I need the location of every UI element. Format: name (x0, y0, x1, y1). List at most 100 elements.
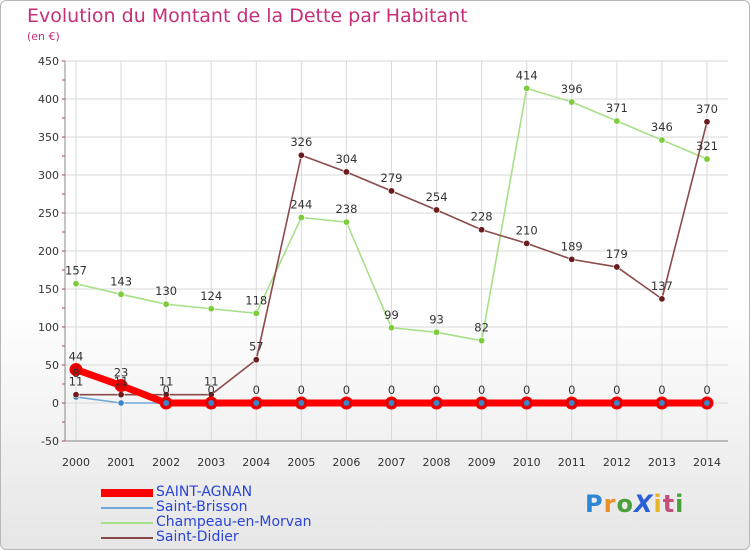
data-label: 11 (114, 375, 129, 389)
data-label: 0 (613, 383, 620, 397)
data-label: 143 (110, 274, 132, 288)
data-label: 179 (606, 247, 628, 261)
data-label: 57 (249, 340, 264, 354)
data-label: 118 (245, 293, 267, 307)
data-point (387, 187, 395, 195)
data-label: 238 (335, 202, 357, 216)
data-point (523, 239, 531, 247)
x-tick-label: 2010 (513, 456, 541, 469)
y-tick-label: 150 (38, 283, 59, 296)
y-tick-label: 200 (38, 245, 59, 258)
data-label: 124 (200, 289, 222, 303)
data-label: 279 (381, 171, 403, 185)
x-tick-label: 2000 (62, 456, 90, 469)
data-label: 0 (478, 383, 485, 397)
data-point-inner (613, 400, 620, 406)
data-point-inner (658, 400, 665, 406)
data-point (72, 391, 80, 399)
data-point (568, 98, 576, 106)
legend-swatch-saint-didier (101, 537, 153, 539)
data-point (342, 168, 350, 176)
chart-title: Evolution du Montant de la Dette par Hab… (27, 5, 468, 27)
data-label: 0 (433, 383, 440, 397)
x-tick-label: 2009 (468, 456, 496, 469)
data-label: 93 (429, 312, 444, 326)
data-point (433, 206, 441, 214)
data-label: 244 (290, 198, 312, 212)
data-label: 0 (568, 383, 575, 397)
data-label: 371 (606, 101, 628, 115)
data-label: 254 (426, 190, 448, 204)
data-point-inner (208, 400, 215, 406)
x-tick-label: 2002 (152, 456, 180, 469)
data-point (207, 305, 215, 313)
data-point-inner (523, 400, 530, 406)
data-label: 23 (114, 366, 129, 380)
x-tick-label: 2001 (107, 456, 135, 469)
data-label: 0 (703, 383, 710, 397)
data-label: 99 (384, 308, 399, 322)
data-point (658, 295, 666, 303)
data-point-inner (388, 400, 395, 406)
data-point (117, 391, 125, 399)
data-label: 0 (298, 383, 305, 397)
legend-swatch-saint-agnan (101, 489, 153, 497)
y-tick-label: 250 (38, 207, 59, 220)
data-point-inner (568, 400, 575, 406)
data-point (613, 263, 621, 271)
chart-subtitle: (en €) (27, 30, 60, 43)
data-label: 396 (561, 82, 583, 96)
data-label: 189 (561, 239, 583, 253)
data-point (568, 255, 576, 263)
x-tick-label: 2013 (648, 456, 676, 469)
proxiti-logo: ProXiti (585, 490, 685, 518)
y-tick-label: 450 (38, 55, 59, 68)
data-label: 414 (516, 68, 538, 82)
data-point (658, 136, 666, 144)
data-label: 0 (388, 383, 395, 397)
data-label: 44 (69, 350, 84, 364)
data-point (252, 309, 260, 317)
data-point (523, 84, 531, 92)
data-label: 228 (471, 210, 493, 224)
data-point-inner (253, 400, 260, 406)
y-tick-label: 400 (38, 93, 59, 106)
data-point (117, 399, 125, 407)
data-label: 326 (290, 135, 312, 149)
y-tick-label: 50 (45, 359, 59, 372)
y-tick-label: 100 (38, 321, 59, 334)
data-point (297, 151, 305, 159)
data-label: 0 (208, 383, 215, 397)
data-label: 370 (696, 102, 718, 116)
legend-label: SAINT-AGNAN (156, 484, 253, 500)
data-point (342, 218, 350, 226)
legend-label: Saint-Didier (156, 529, 239, 545)
x-tick-label: 2007 (377, 456, 405, 469)
data-label: 304 (335, 152, 357, 166)
data-label: 0 (658, 383, 665, 397)
data-label: 11 (159, 375, 174, 389)
legend-swatch-champeau (101, 522, 153, 524)
y-tick-label: 0 (52, 397, 59, 410)
x-tick-label: 2012 (603, 456, 631, 469)
data-label: 210 (516, 223, 538, 237)
data-point-inner (343, 400, 350, 406)
data-label: 0 (162, 383, 169, 397)
data-label: 346 (651, 120, 673, 134)
data-point (387, 324, 395, 332)
data-point (114, 379, 128, 393)
data-label: 137 (651, 279, 673, 293)
y-tick-label: -50 (41, 435, 59, 448)
data-point (72, 280, 80, 288)
data-point (433, 328, 441, 336)
data-point-inner (163, 400, 170, 406)
data-point (703, 155, 711, 163)
legend-label: Saint-Brisson (156, 499, 248, 515)
data-point (613, 117, 621, 125)
data-label: 11 (204, 375, 219, 389)
data-point (69, 363, 83, 377)
x-tick-label: 2011 (558, 456, 586, 469)
data-point (478, 226, 486, 234)
y-tick-label: 350 (38, 131, 59, 144)
